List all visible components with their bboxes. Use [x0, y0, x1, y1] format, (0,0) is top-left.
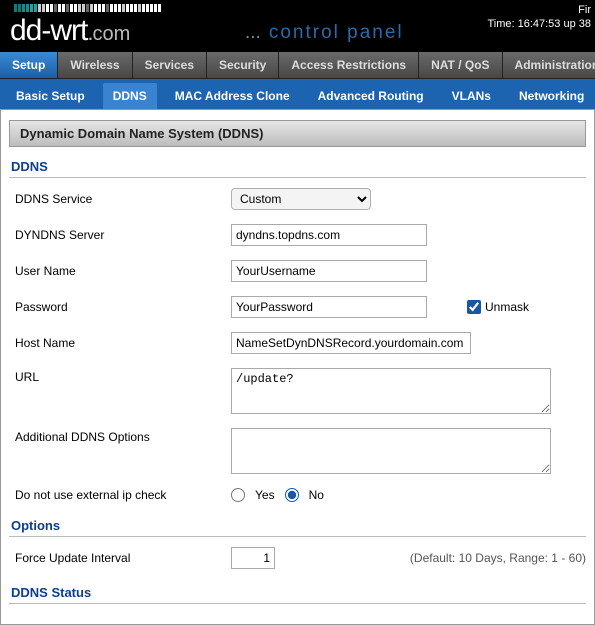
row-ddns-service: DDNS Service Custom — [9, 188, 586, 210]
extip-yes-label: Yes — [255, 488, 275, 502]
force-update-input[interactable] — [231, 547, 275, 569]
row-hostname: Host Name — [9, 332, 586, 354]
extip-no-label: No — [309, 488, 324, 502]
force-update-note: (Default: 10 Days, Range: 1 - 60) — [410, 551, 586, 565]
logo-text: dd-wrt.com — [10, 14, 130, 48]
extip-yes-radio[interactable] — [231, 488, 245, 502]
tab-wireless[interactable]: Wireless — [58, 52, 132, 78]
tab-administration[interactable]: Administration — [503, 52, 595, 78]
page-body: Dynamic Domain Name System (DDNS) DDNS D… — [0, 109, 595, 625]
force-update-label: Force Update Interval — [9, 551, 231, 565]
section-ddns-title: DDNS — [9, 157, 586, 178]
page-title: Dynamic Domain Name System (DDNS) — [9, 120, 586, 147]
subtab-vlans[interactable]: VLANs — [442, 83, 501, 109]
row-force-update: Force Update Interval (Default: 10 Days,… — [9, 547, 586, 569]
ddns-service-label: DDNS Service — [9, 192, 231, 206]
subtab-advanced-routing[interactable]: Advanced Routing — [308, 83, 434, 109]
addopts-textarea[interactable] — [231, 428, 551, 474]
row-url: URL — [9, 368, 586, 414]
ddns-service-select[interactable]: Custom — [231, 188, 371, 210]
extip-label: Do not use external ip check — [9, 488, 231, 502]
subtab-ddns[interactable]: DDNS — [103, 83, 157, 109]
subtab-basic-setup[interactable]: Basic Setup — [6, 83, 95, 109]
logo-barcode — [14, 4, 161, 12]
app-header: dd-wrt.com ...control panel Fir Time: 16… — [0, 0, 595, 52]
url-textarea[interactable] — [231, 368, 551, 414]
section-options-title: Options — [9, 516, 586, 537]
dyndns-server-input[interactable] — [231, 224, 427, 246]
unmask-checkbox-wrap[interactable]: Unmask — [467, 300, 529, 314]
password-input[interactable] — [231, 296, 427, 318]
addopts-label: Additional DDNS Options — [9, 428, 231, 444]
logo-suffix: com — [92, 23, 130, 45]
unmask-label: Unmask — [485, 300, 529, 314]
section-status-title: DDNS Status — [9, 583, 586, 604]
header-status: Fir Time: 16:47:53 up 38 — [487, 3, 591, 32]
row-username: User Name — [9, 260, 586, 282]
tab-setup[interactable]: Setup — [0, 52, 58, 78]
password-label: Password — [9, 300, 231, 314]
row-dyndns-server: DYNDNS Server — [9, 224, 586, 246]
username-input[interactable] — [231, 260, 427, 282]
tab-nat-qos[interactable]: NAT / QoS — [419, 52, 502, 78]
row-additional-options: Additional DDNS Options — [9, 428, 586, 474]
extip-no-radio[interactable] — [285, 488, 299, 502]
unmask-checkbox[interactable] — [467, 300, 481, 314]
control-panel-label: ...control panel — [245, 22, 404, 44]
username-label: User Name — [9, 264, 231, 278]
hostname-input[interactable] — [231, 332, 471, 354]
logo-main: dd-wrt — [10, 14, 87, 47]
firmware-line: Fir — [487, 3, 591, 17]
main-tabs: Setup Wireless Services Security Access … — [0, 52, 595, 79]
tab-services[interactable]: Services — [133, 52, 207, 78]
tab-security[interactable]: Security — [207, 52, 279, 78]
tab-access-restrictions[interactable]: Access Restrictions — [279, 52, 419, 78]
subtab-mac-clone[interactable]: MAC Address Clone — [165, 83, 300, 109]
row-external-ip: Do not use external ip check Yes No — [9, 488, 586, 502]
sub-tabs: Basic Setup DDNS MAC Address Clone Advan… — [0, 79, 595, 109]
dyndns-server-label: DYNDNS Server — [9, 228, 231, 242]
url-label: URL — [9, 368, 231, 384]
time-line: Time: 16:47:53 up 38 — [487, 17, 591, 31]
subtab-networking[interactable]: Networking — [509, 83, 594, 109]
hostname-label: Host Name — [9, 336, 231, 350]
row-password: Password Unmask — [9, 296, 586, 318]
